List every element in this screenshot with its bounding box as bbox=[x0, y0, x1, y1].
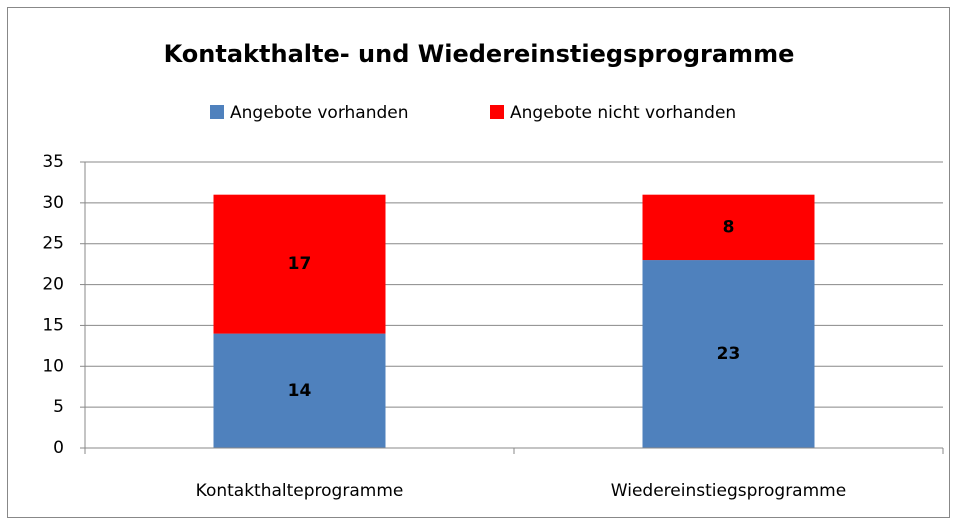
y-tick-label: 15 bbox=[42, 315, 64, 335]
data-label: 14 bbox=[288, 381, 312, 401]
y-tick-label: 25 bbox=[42, 234, 64, 254]
y-tick-label: 5 bbox=[53, 397, 64, 417]
bar-segment bbox=[642, 260, 815, 448]
legend-swatch bbox=[210, 105, 224, 119]
legend-label: Angebote vorhanden bbox=[230, 103, 409, 123]
y-tick-label: 35 bbox=[42, 152, 64, 172]
bar-segment bbox=[213, 194, 386, 334]
y-tick-label: 10 bbox=[42, 356, 64, 376]
y-tick-label: 0 bbox=[53, 438, 64, 458]
data-label: 8 bbox=[723, 217, 735, 237]
bar-segment bbox=[642, 194, 815, 261]
x-tick-label: Kontakthalteprogramme bbox=[196, 481, 404, 501]
bar-segment bbox=[213, 333, 386, 448]
data-label: 17 bbox=[288, 254, 312, 274]
x-tick-label: Wiedereinstiegsprogramme bbox=[611, 481, 846, 501]
legend-swatch bbox=[490, 105, 504, 119]
y-tick-label: 30 bbox=[42, 193, 64, 213]
data-label: 23 bbox=[717, 344, 741, 364]
legend-label: Angebote nicht vorhanden bbox=[510, 103, 736, 123]
y-tick-label: 20 bbox=[42, 275, 64, 295]
chart-title: Kontakthalte- und Wiedereinstiegsprogram… bbox=[164, 40, 795, 68]
